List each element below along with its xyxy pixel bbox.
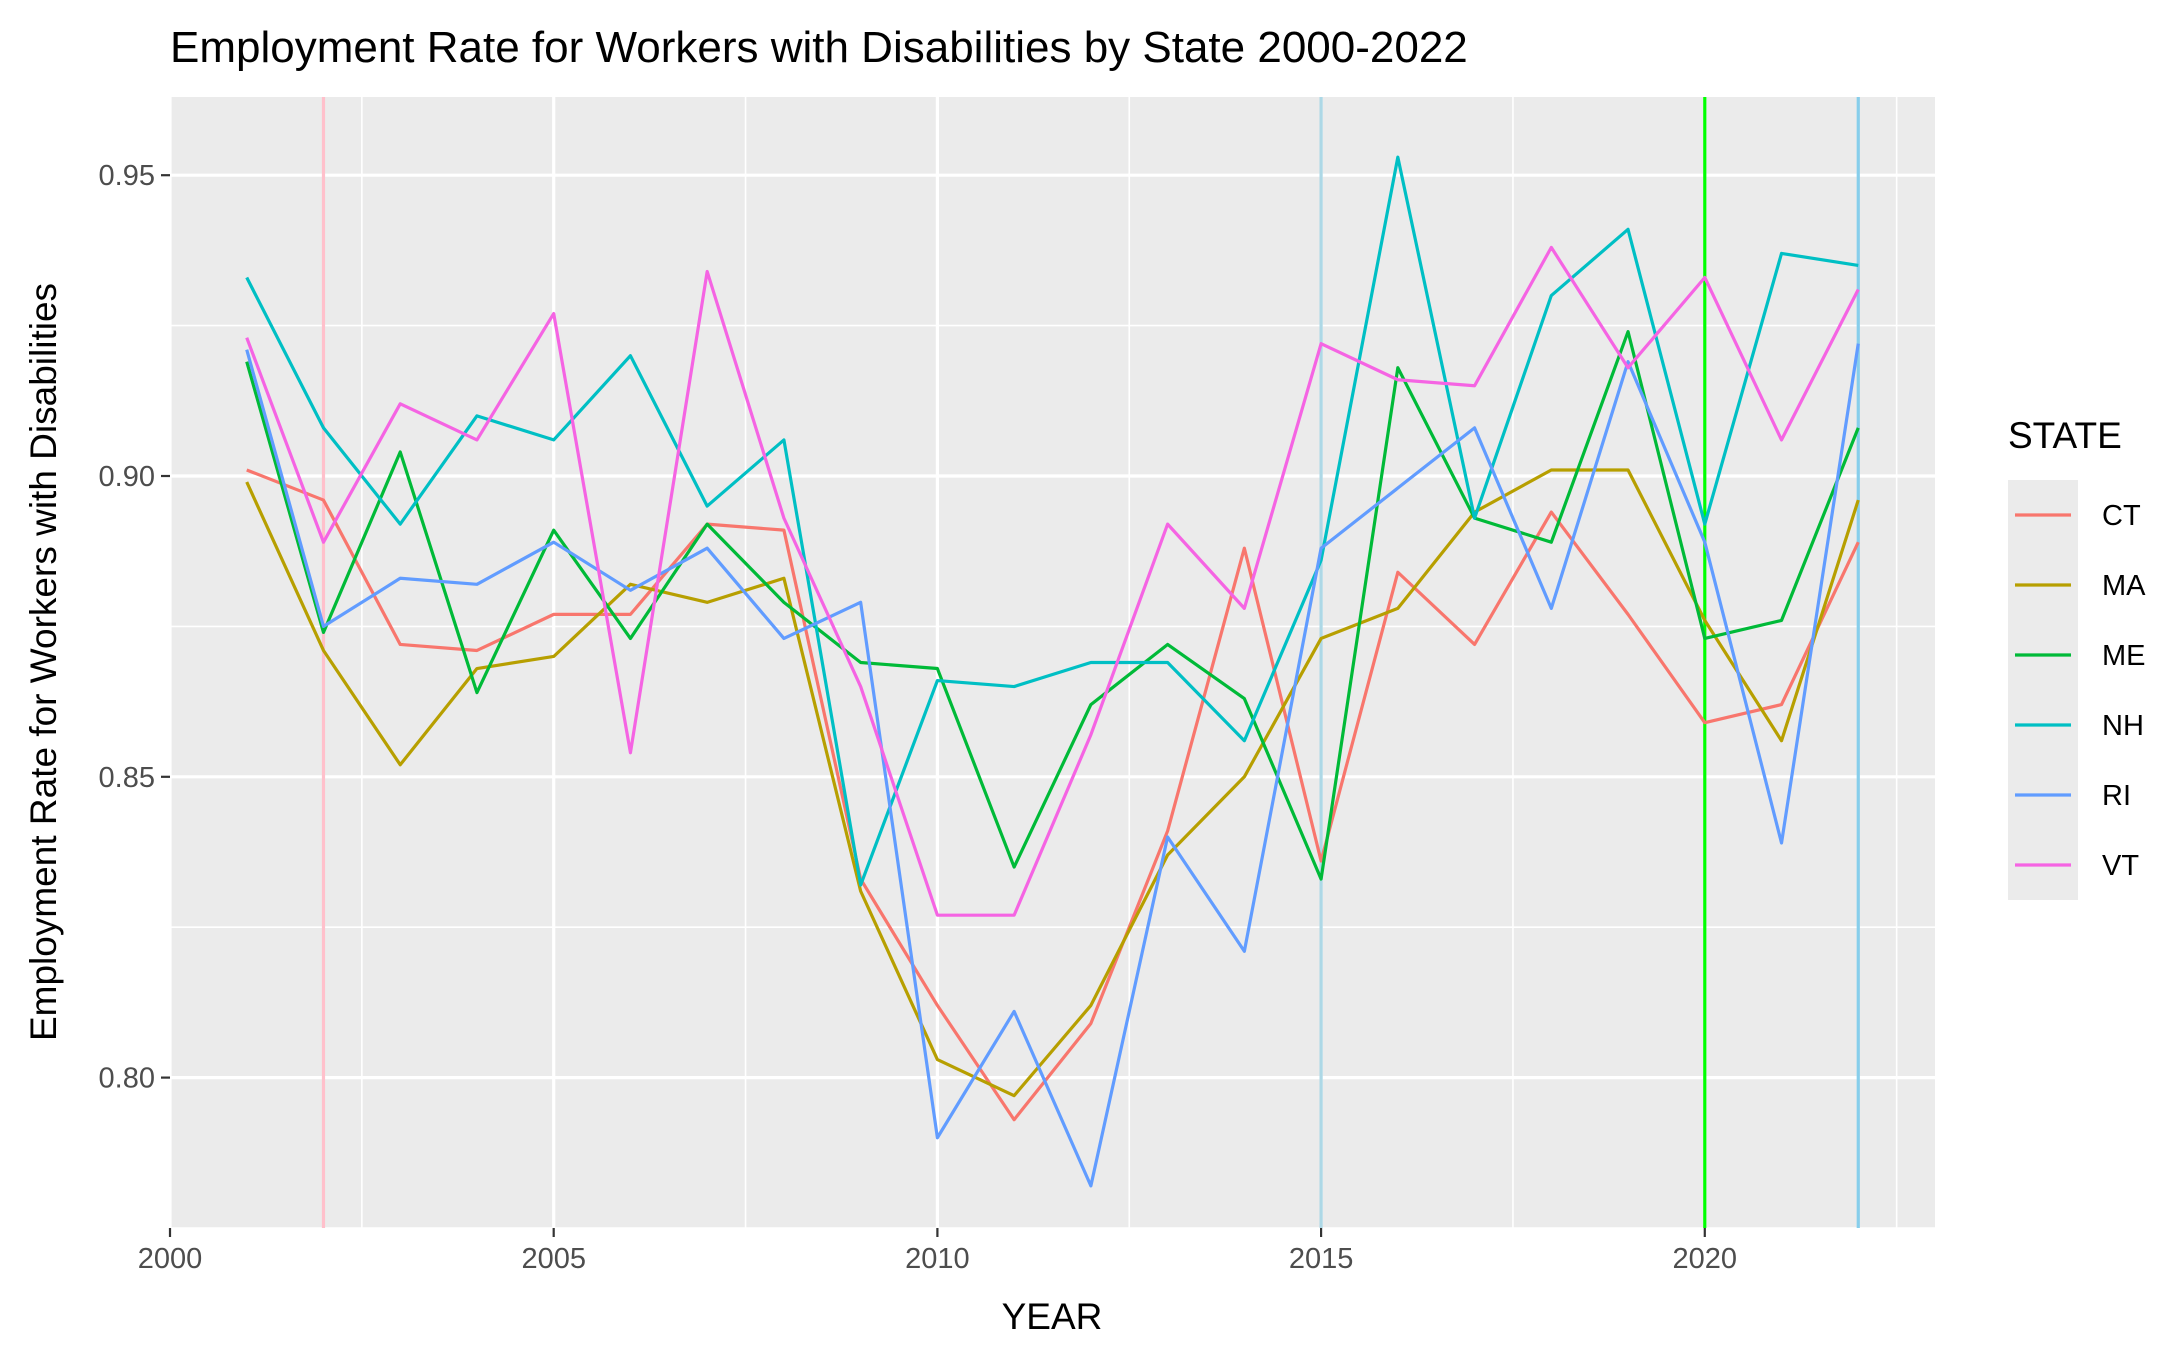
- legend-label-ma: MA: [2102, 570, 2146, 602]
- series-line-me: [245, 330, 1860, 881]
- y-axis: 0.80 0.85 0.90 0.95: [99, 160, 170, 1095]
- y-axis-title: Employment Rate for Workers with Disabil…: [23, 283, 64, 1041]
- legend-label-ct: CT: [2102, 500, 2141, 532]
- x-axis-title: YEAR: [1002, 1296, 1103, 1337]
- x-tick-label: 2015: [1289, 1243, 1354, 1275]
- y-tick-label: 0.95: [99, 160, 155, 192]
- series-line-ri: [245, 343, 1860, 1188]
- grid-minor: [170, 97, 1935, 1229]
- plot-panel: [170, 97, 1935, 1228]
- chart-title: Employment Rate for Workers with Disabil…: [170, 23, 1468, 72]
- y-tick-label: 0.85: [99, 762, 155, 794]
- legend-title: STATE: [2008, 415, 2122, 456]
- series-line-ct: [246, 468, 1860, 1122]
- x-axis: 2000 2005 2010 2015 2020: [138, 1228, 1737, 1275]
- legend-label-ri: RI: [2102, 780, 2131, 812]
- x-tick-label: 2000: [138, 1243, 203, 1275]
- series-lines: [245, 155, 1860, 1188]
- reference-lines: [321, 97, 1860, 1228]
- series-line-nh: [245, 155, 1859, 887]
- legend: STATE CT MA ME NH RI VT: [2008, 415, 2146, 900]
- series-line-ma: [245, 468, 1860, 1098]
- y-tick-label: 0.90: [99, 461, 155, 493]
- x-tick-label: 2010: [905, 1243, 970, 1275]
- legend-label-vt: VT: [2102, 850, 2139, 882]
- x-tick-label: 2020: [1673, 1243, 1738, 1275]
- legend-label-me: ME: [2102, 640, 2146, 672]
- legend-label-nh: NH: [2102, 710, 2144, 742]
- y-tick-label: 0.80: [99, 1063, 155, 1095]
- x-tick-label: 2005: [521, 1243, 586, 1275]
- series-line-vt: [245, 245, 1860, 917]
